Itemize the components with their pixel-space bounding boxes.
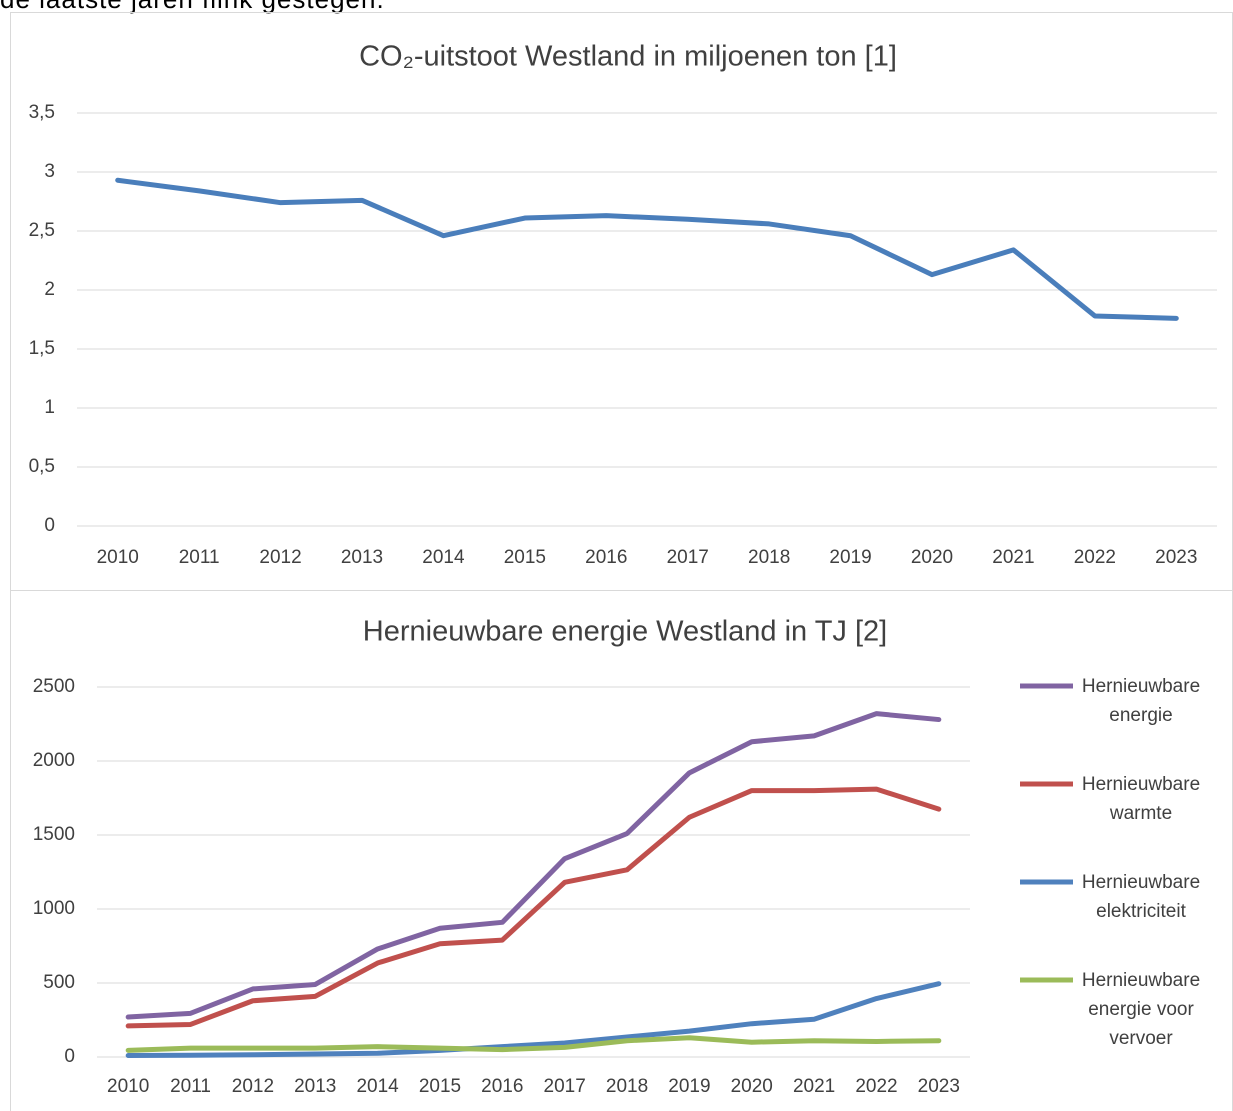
chart-frame <box>10 12 1233 591</box>
x-tick-label: 2011 <box>170 1076 211 1097</box>
x-tick-label: 2015 <box>419 1076 461 1097</box>
chart-title: Hernieuwbare energie Westland in TJ [2] <box>363 616 887 648</box>
x-tick-label: 2017 <box>544 1076 586 1097</box>
x-tick-label: 2023 <box>918 1076 960 1097</box>
chart-title: CO₂-uitstoot Westland in miljoenen ton [… <box>359 41 897 73</box>
x-tick-label: 2014 <box>356 1076 399 1097</box>
x-tick-label: 2016 <box>585 547 627 568</box>
x-tick-label: 2012 <box>232 1076 274 1097</box>
x-tick-label: 2022 <box>1074 547 1116 568</box>
x-tick-label: 2021 <box>793 1076 835 1097</box>
y-tick-label: 1 <box>44 397 55 418</box>
series-line <box>125 786 942 1029</box>
x-tick-label: 2014 <box>422 547 465 568</box>
x-tick-label: 2018 <box>606 1076 648 1097</box>
y-tick-label: 2,5 <box>29 220 55 241</box>
caption: de laatste jaren flink gestegen. <box>0 0 385 15</box>
y-tick-label: 1000 <box>33 898 75 919</box>
x-tick-label: 2012 <box>259 547 301 568</box>
y-tick-label: 1,5 <box>29 338 55 359</box>
series-line <box>125 711 942 1020</box>
x-tick-label: 2016 <box>481 1076 523 1097</box>
x-tick-label: 2022 <box>855 1076 897 1097</box>
x-tick-label: 2011 <box>179 547 220 568</box>
x-tick-label: 2017 <box>667 547 709 568</box>
x-tick-label: 2019 <box>829 547 871 568</box>
y-tick-label: 0 <box>64 1046 75 1067</box>
x-tick-label: 2020 <box>911 547 953 568</box>
series-line <box>115 177 1179 321</box>
legend-label: Hernieuwbare warmte <box>1081 774 1201 824</box>
x-tick-label: 2013 <box>294 1076 336 1097</box>
y-tick-label: 0 <box>44 515 55 536</box>
x-tick-label: 2023 <box>1155 547 1197 568</box>
series-line <box>125 1035 942 1053</box>
y-tick-label: 2 <box>44 279 55 300</box>
x-tick-label: 2018 <box>748 547 790 568</box>
legend-label: Hernieuwbare energie <box>1081 676 1201 726</box>
chart-frame <box>10 590 1233 1111</box>
y-tick-label: 2500 <box>33 676 75 697</box>
series-line <box>125 981 942 1059</box>
y-tick-label: 3 <box>44 161 55 182</box>
y-tick-label: 2000 <box>33 750 75 771</box>
x-tick-label: 2010 <box>107 1076 149 1097</box>
x-tick-label: 2013 <box>341 547 383 568</box>
x-tick-label: 2019 <box>668 1076 710 1097</box>
x-tick-label: 2021 <box>992 547 1034 568</box>
legend-label: Hernieuwbare energie voor vervoer <box>1081 970 1201 1049</box>
x-tick-label: 2010 <box>97 547 139 568</box>
y-tick-label: 500 <box>43 972 75 993</box>
y-tick-label: 1500 <box>33 824 75 845</box>
y-tick-label: 0,5 <box>29 456 55 477</box>
legend-label: Hernieuwbare elektriciteit <box>1081 872 1201 922</box>
x-tick-label: 2020 <box>731 1076 773 1097</box>
x-tick-label: 2015 <box>504 547 546 568</box>
y-tick-label: 3,5 <box>29 102 55 123</box>
